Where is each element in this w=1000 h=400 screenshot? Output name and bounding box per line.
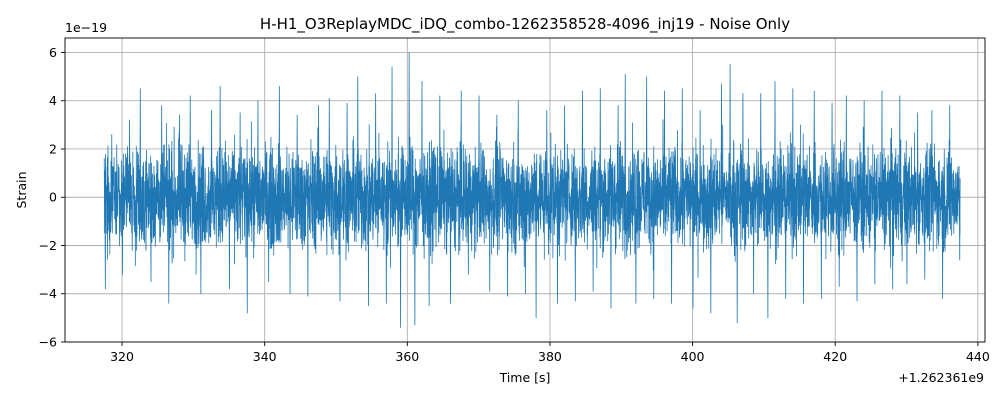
x-tick-label: 400 [681, 349, 705, 364]
x-tick-label: 360 [395, 349, 419, 364]
y-tick-label: 2 [49, 141, 57, 156]
y-tick-label: 4 [49, 93, 57, 108]
y-tick-label: 6 [49, 45, 57, 60]
y-tick-label: −6 [39, 335, 57, 350]
x-offset-label: +1.262361e9 [898, 370, 984, 385]
y-axis-label: Strain [14, 171, 29, 208]
x-tick-label: 440 [966, 349, 990, 364]
y-tick-label: −4 [39, 286, 57, 301]
x-tick-label: 340 [253, 349, 277, 364]
y-tick-label: 0 [49, 190, 57, 205]
plot-frame [64, 37, 986, 343]
series-line-strain [103, 52, 961, 328]
chart-title: H-H1_O3ReplayMDC_iDQ_combo-1262358528-40… [260, 15, 790, 34]
x-tick-label: 320 [110, 349, 134, 364]
y-scale-label: 1e−19 [65, 20, 107, 35]
y-axis-ticks: −6 −4 −2 0 2 4 6 [39, 45, 65, 350]
x-axis-label: Time [s] [499, 370, 551, 385]
series-layer [103, 52, 961, 328]
x-tick-label: 380 [538, 349, 562, 364]
x-axis-ticks: 320 340 360 380 400 420 440 [110, 342, 990, 364]
y-tick-label: −2 [39, 238, 57, 253]
x-tick-label: 420 [823, 349, 847, 364]
